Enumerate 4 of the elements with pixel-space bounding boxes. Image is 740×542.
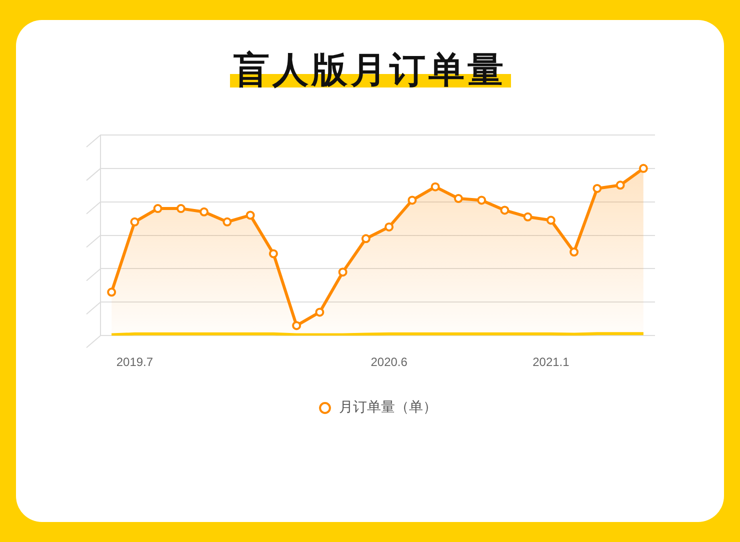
x-tick-label: 2019.7	[116, 355, 154, 370]
legend-label: 月订单量（单）	[339, 400, 437, 416]
x-tick-label: 2021.1	[532, 355, 570, 370]
x-tick-label: 2020.6	[370, 355, 408, 370]
